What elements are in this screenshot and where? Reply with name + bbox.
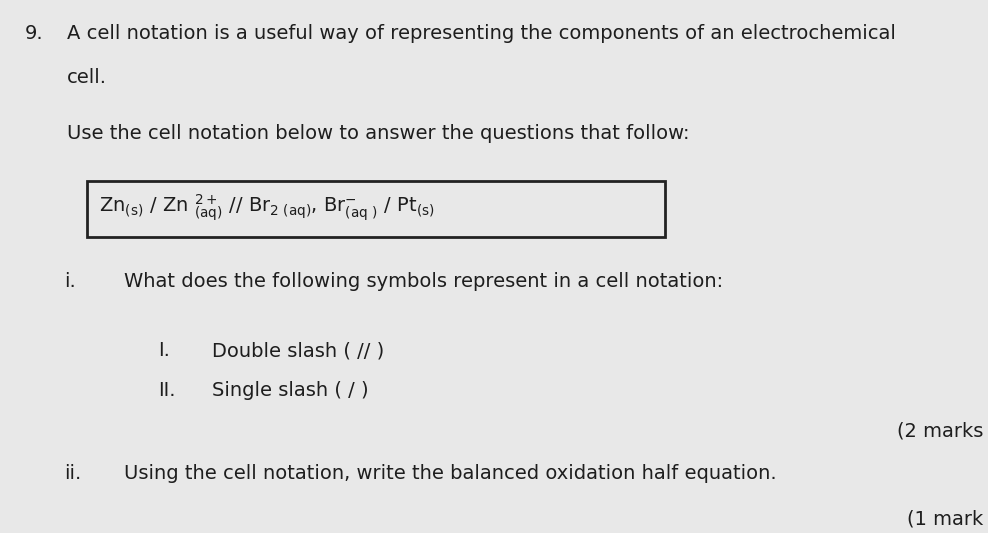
Text: (1 mark: (1 mark (907, 509, 983, 528)
Text: cell.: cell. (67, 68, 107, 87)
Text: (2 marks: (2 marks (897, 421, 983, 440)
Text: A cell notation is a useful way of representing the components of an electrochem: A cell notation is a useful way of repre… (67, 24, 896, 43)
Text: Single slash ( / ): Single slash ( / ) (212, 381, 370, 400)
Text: Double slash ( // ): Double slash ( // ) (212, 341, 384, 360)
Text: 9.: 9. (25, 24, 43, 43)
Text: II.: II. (158, 381, 176, 400)
Text: i.: i. (64, 272, 76, 291)
Text: Use the cell notation below to answer the questions that follow:: Use the cell notation below to answer th… (67, 124, 690, 143)
Text: What does the following symbols represent in a cell notation:: What does the following symbols represen… (124, 272, 722, 291)
Text: ii.: ii. (64, 464, 81, 483)
Text: I.: I. (158, 341, 170, 360)
Text: Using the cell notation, write the balanced oxidation half equation.: Using the cell notation, write the balan… (124, 464, 777, 483)
Text: Zn$_{\mathregular{(s)}}$ / Zn $^{\mathregular{2+}}_{\mathregular{(aq)}}$ // Br$_: Zn$_{\mathregular{(s)}}$ / Zn $^{\mathre… (99, 192, 435, 223)
